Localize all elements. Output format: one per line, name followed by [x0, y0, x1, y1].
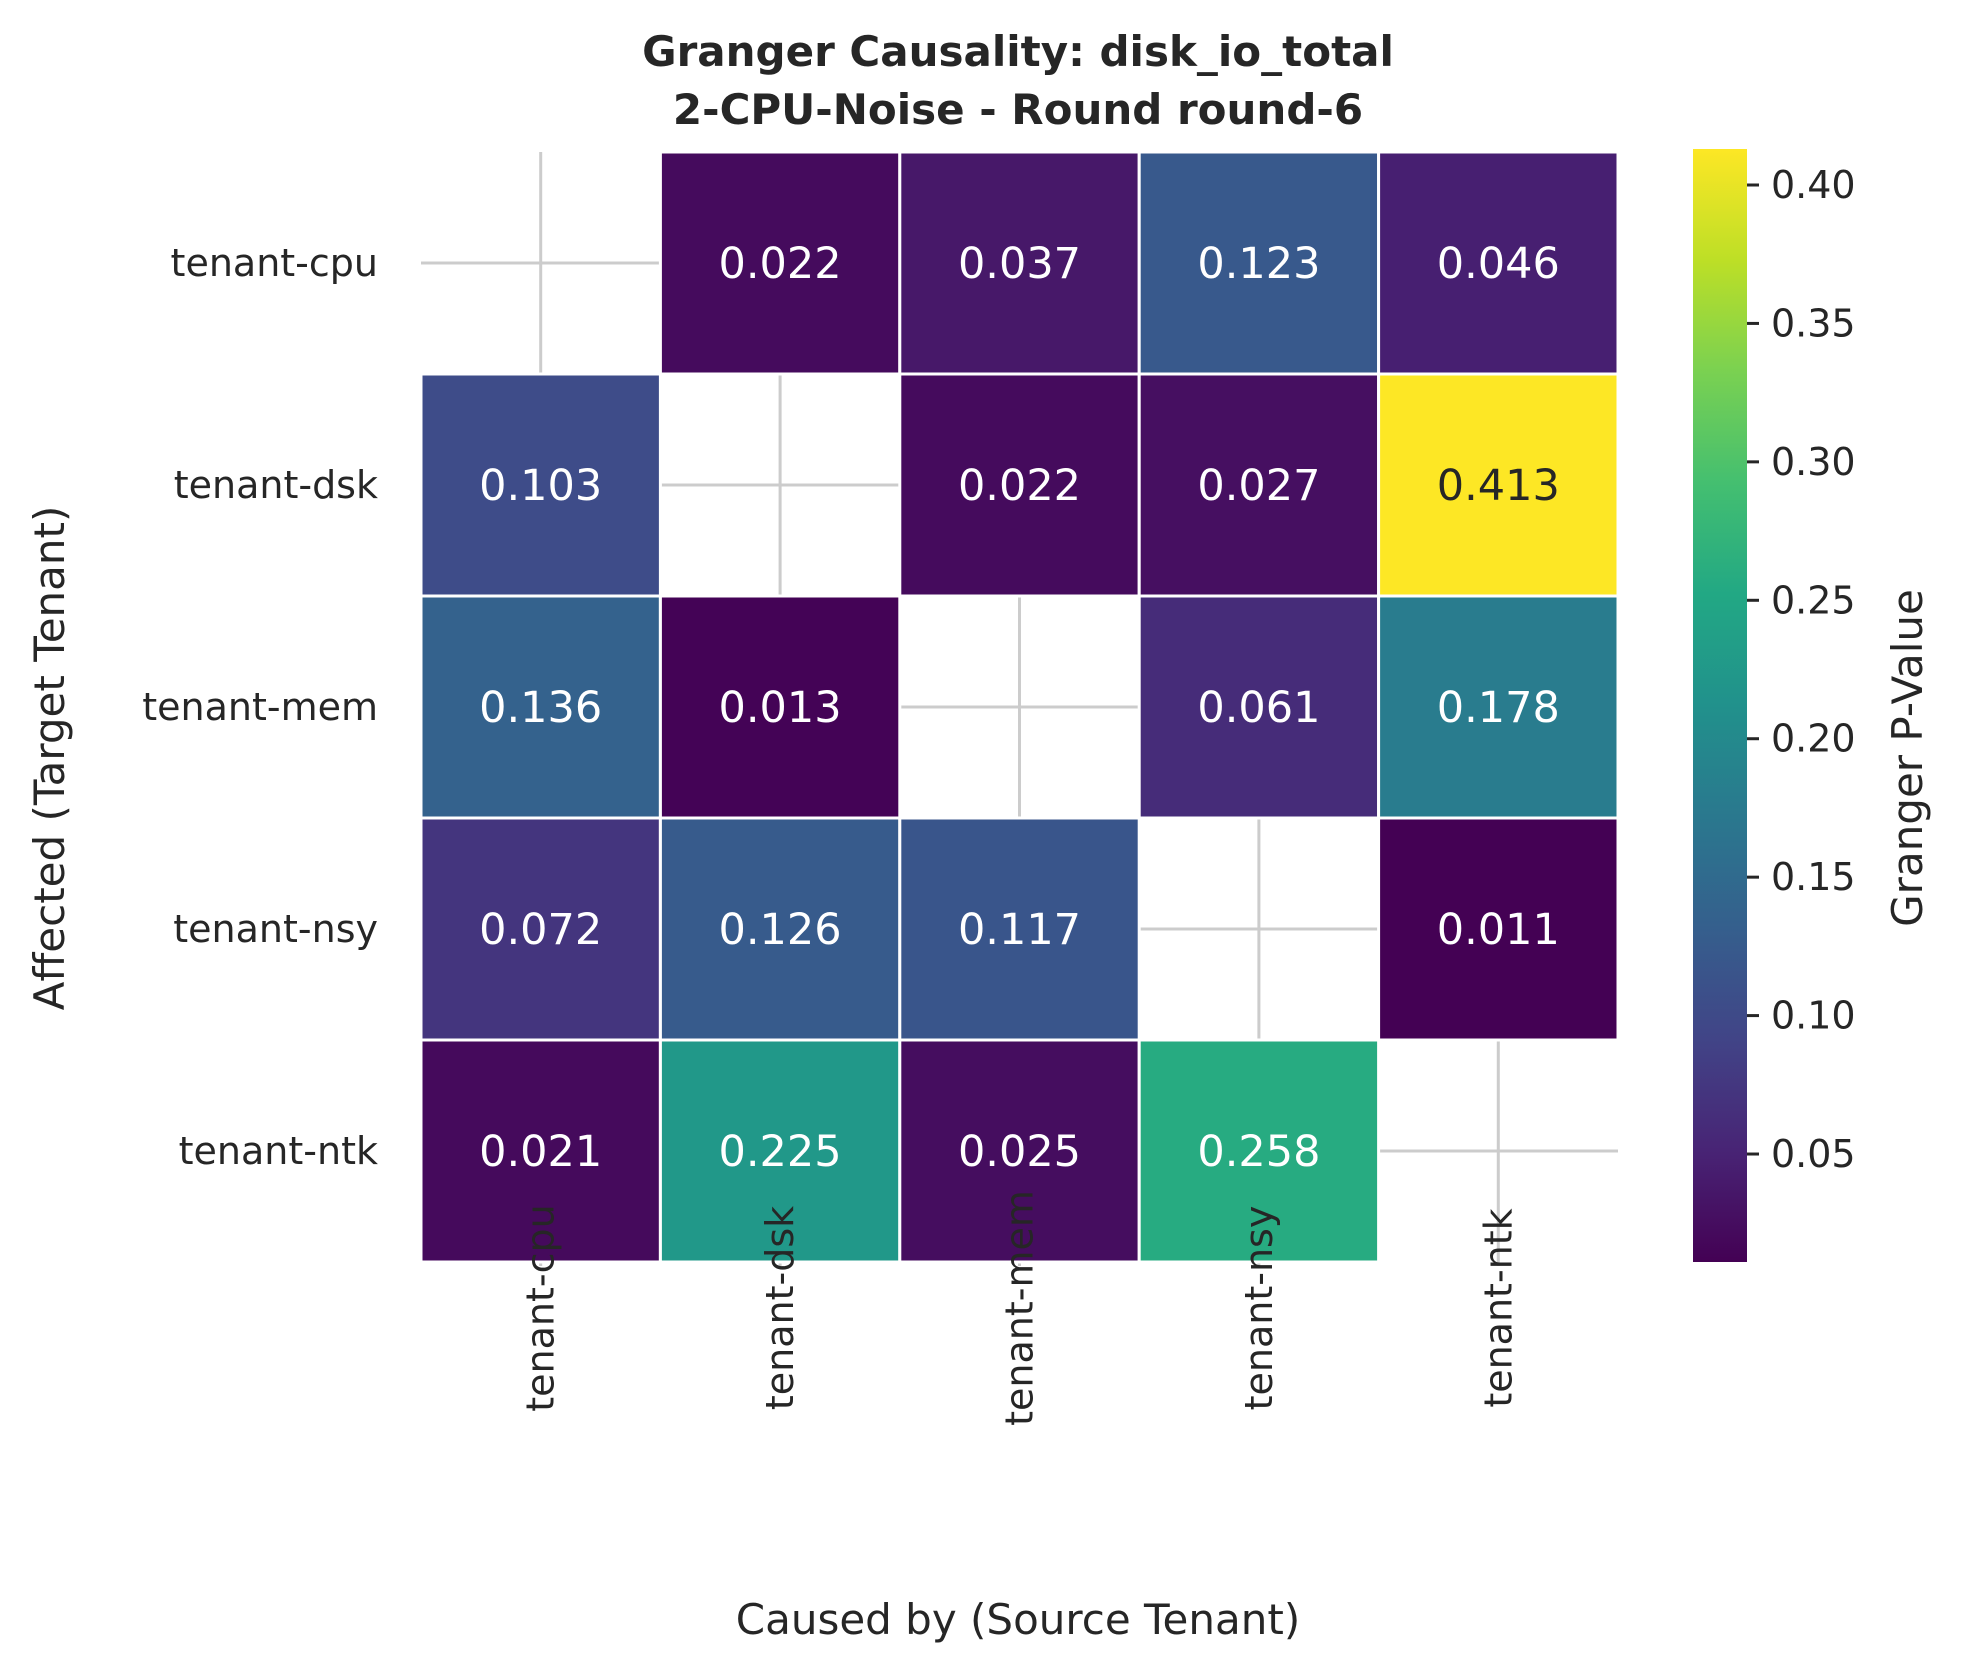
y-axis-label: Affected (Target Tenant) [25, 506, 74, 1011]
cell-value-label: 0.037 [958, 239, 1081, 289]
heatmap-cell [1137, 594, 1381, 820]
cell-value-label: 0.022 [958, 461, 1081, 511]
cell-value-labels: 0.022 0.037 0.123 0.046 0.103 0.022 0.027 0.413… [479, 239, 1560, 1177]
heatmap-cell [1377, 372, 1620, 598]
colorbar-gradient [1693, 149, 1747, 1262]
colorbar-tick-label: 0.10 [1771, 994, 1856, 1038]
heatmap-cell [898, 1038, 1141, 1264]
cell-value-label: 0.011 [1437, 905, 1560, 955]
colorbar-tick-label: 0.25 [1771, 578, 1856, 622]
heatmap-cell [1137, 372, 1381, 598]
cell-value-label: 0.072 [479, 905, 602, 955]
y-tick-label: tenant-cpu [171, 241, 378, 285]
heatmap-cell [898, 816, 1141, 1042]
x-tick-label: tenant-cpu [519, 1204, 563, 1411]
cell-value-label: 0.413 [1437, 461, 1560, 511]
heatmap-cells [419, 150, 1620, 1264]
cell-value-label: 0.027 [1197, 461, 1320, 511]
cell-value-label: 0.021 [479, 1127, 602, 1177]
cell-value-label: 0.136 [479, 683, 602, 733]
y-tick-labels: tenant-cpu tenant-dsk tenant-mem tenant-nsy… [142, 241, 378, 1173]
cell-value-label: 0.022 [719, 239, 842, 289]
y-tick-label: tenant-mem [142, 685, 378, 729]
cell-value-label: 0.258 [1197, 1127, 1320, 1177]
x-tick-label: tenant-nsy [1237, 1206, 1281, 1411]
colorbar-tick-label: 0.35 [1771, 301, 1856, 345]
cell-value-label: 0.061 [1197, 683, 1320, 733]
cell-value-label: 0.025 [958, 1127, 1081, 1177]
y-tick-label: tenant-dsk [174, 463, 378, 507]
cell-value-label: 0.103 [479, 461, 602, 511]
y-tick-label: tenant-ntk [179, 1129, 378, 1173]
cell-value-label: 0.126 [719, 905, 842, 955]
heatmap-cell [658, 1038, 902, 1264]
heatmap-cell [898, 372, 1141, 598]
heatmap-cell [1377, 594, 1620, 820]
cell-value-label: 0.225 [719, 1127, 842, 1177]
colorbar-tick-label: 0.30 [1771, 440, 1856, 484]
heatmap-cell [658, 816, 902, 1042]
cell-value-label: 0.046 [1437, 239, 1560, 289]
chart-subtitle: 2-CPU-Noise - Round round-6 [673, 85, 1363, 134]
heatmap-cell [419, 1038, 662, 1264]
heatmap-cell [898, 150, 1141, 376]
heatmap-cell [419, 816, 662, 1042]
heatmap-cell [419, 372, 662, 598]
colorbar-tick-label: 0.15 [1771, 855, 1856, 899]
x-tick-label: tenant-dsk [758, 1206, 802, 1410]
heatmap-cell [1377, 816, 1620, 1042]
heatmap-cell [658, 150, 902, 376]
heatmap-cell [1137, 1038, 1381, 1264]
colorbar-tick-label: 0.40 [1771, 163, 1856, 207]
y-tick-label: tenant-nsy [173, 907, 378, 951]
cell-value-label: 0.013 [719, 683, 842, 733]
colorbar-label: Granger P-Value [1883, 589, 1932, 927]
heatmap-cell [1137, 150, 1381, 376]
cell-value-label: 0.117 [958, 905, 1081, 955]
cell-value-label: 0.178 [1437, 683, 1560, 733]
heatmap-cell [658, 594, 902, 820]
colorbar-tick-label: 0.05 [1771, 1132, 1856, 1176]
x-axis-label: Caused by (Source Tenant) [736, 1595, 1300, 1644]
heatmap-cell [419, 594, 662, 820]
colorbar: 0.05 0.10 0.15 0.20 0.25 0.30 0.35 0.40 [1693, 149, 1856, 1262]
colorbar-tick-label: 0.20 [1771, 717, 1856, 761]
chart-title: Granger Causality: disk_io_total [642, 27, 1394, 76]
x-tick-label: tenant-mem [998, 1190, 1042, 1426]
x-tick-labels: tenant-cpu tenant-dsk tenant-mem tenant-nsy… [519, 1190, 1521, 1426]
x-tick-label: tenant-ntk [1476, 1208, 1520, 1407]
cell-value-label: 0.123 [1197, 239, 1320, 289]
